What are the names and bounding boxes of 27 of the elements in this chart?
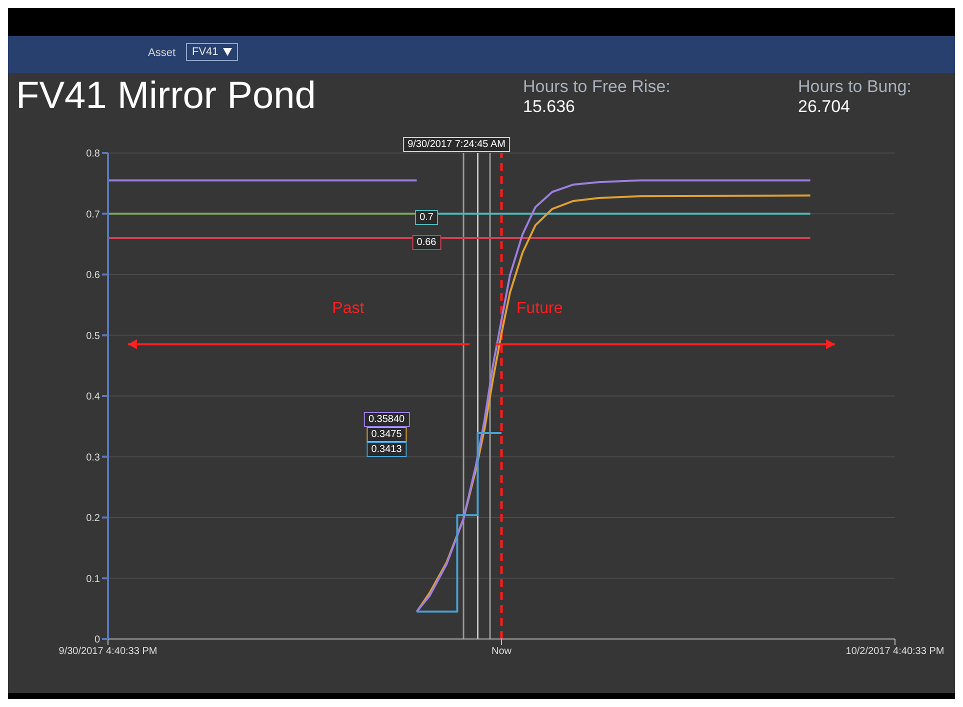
y-tick-label: 0.2: [86, 513, 100, 524]
annotation: Future: [516, 300, 563, 318]
text: 9/30/2017 7:24:45 AM: [402, 137, 510, 152]
y-tick-label: 0: [94, 634, 100, 646]
text: Hours to Bung:: [798, 77, 912, 97]
x-tick-label: Now: [491, 646, 512, 658]
y-tick-label: 0.5: [86, 330, 100, 342]
y-tick-label: 0.8: [86, 148, 100, 160]
annotation: Past: [332, 300, 364, 318]
text: FV41: [186, 43, 238, 61]
annotation: 0.35840: [363, 412, 410, 426]
y-tick-label: 0.1: [86, 574, 100, 585]
annotation: 0.7: [414, 210, 438, 225]
y-tick-label: 0.6: [86, 270, 100, 282]
annotation: 0.3475: [366, 426, 407, 442]
annotation: 0.66: [412, 235, 442, 250]
annotation: 0.3413: [366, 442, 407, 456]
text: Hours to Free Rise:: [523, 77, 670, 97]
y-tick-label: 0.3: [86, 452, 100, 464]
x-tick-label: 9/30/2017 4:40:33 PM: [58, 646, 158, 658]
y-tick-label: 0.7: [86, 209, 100, 220]
chart-title: FV41 Mirror Pond: [16, 75, 316, 118]
text: 15.636: [523, 97, 575, 117]
text: 26.704: [798, 97, 850, 117]
text: Asset: [148, 47, 176, 59]
x-tick-label: 10/2/2017 4:40:33 PM: [846, 646, 944, 658]
y-tick-label: 0.4: [86, 392, 100, 403]
